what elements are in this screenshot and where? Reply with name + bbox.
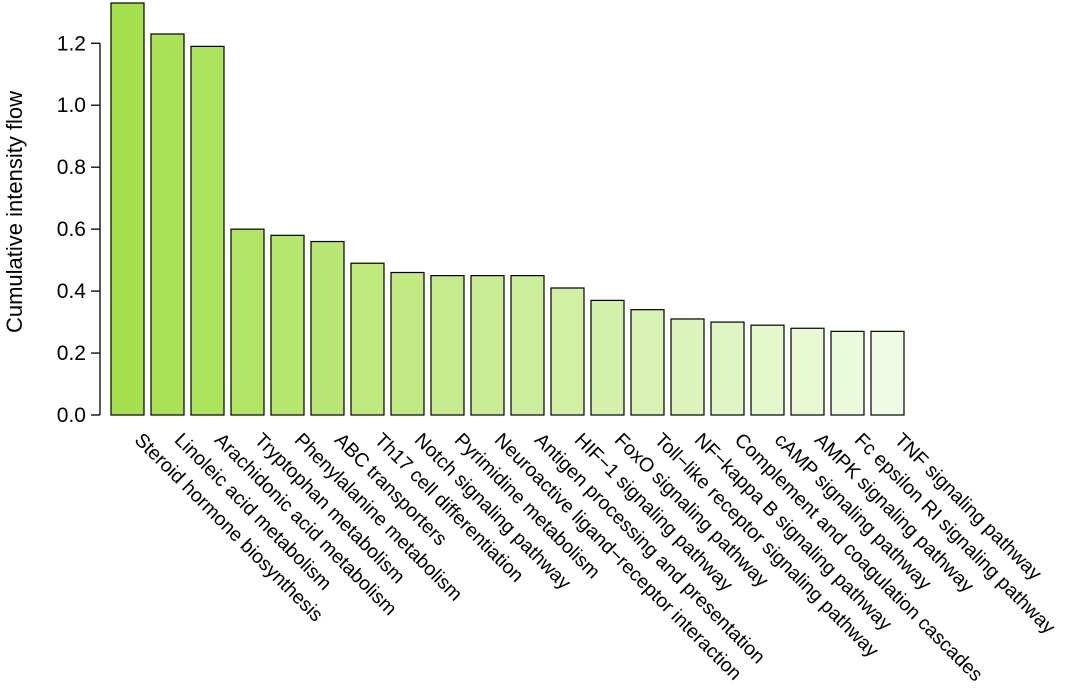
bar bbox=[790, 327, 825, 416]
y-tick-label: 0.8 bbox=[57, 156, 86, 179]
bar bbox=[550, 287, 585, 416]
bar bbox=[830, 330, 865, 416]
bar bbox=[150, 33, 185, 416]
y-tick-label: 1.0 bbox=[57, 94, 86, 117]
y-tick-label: 0.2 bbox=[57, 342, 86, 365]
y-tick-label: 0.6 bbox=[57, 218, 86, 241]
bar bbox=[430, 275, 465, 416]
bar bbox=[510, 275, 545, 416]
bar bbox=[670, 318, 705, 416]
bar bbox=[710, 321, 745, 416]
bar bbox=[470, 275, 505, 416]
y-tick-label: 0.0 bbox=[57, 404, 86, 427]
y-axis-title: Cumulative intensity flow bbox=[2, 91, 27, 333]
bar bbox=[110, 2, 145, 416]
bar bbox=[870, 330, 905, 416]
bar bbox=[750, 324, 785, 416]
bar bbox=[190, 45, 225, 416]
bar bbox=[350, 262, 385, 416]
y-tick-label: 1.2 bbox=[57, 32, 86, 55]
bar bbox=[270, 234, 305, 416]
bar bbox=[390, 271, 425, 416]
y-tick-label: 0.4 bbox=[57, 280, 87, 303]
bars bbox=[110, 2, 905, 416]
bar bbox=[630, 309, 665, 416]
y-axis: 0.0 0.2 0.4 0.6 0.8 1.0 1.2 bbox=[57, 32, 101, 427]
bar bbox=[230, 228, 265, 416]
bar bbox=[590, 299, 625, 416]
bar bbox=[310, 240, 345, 416]
